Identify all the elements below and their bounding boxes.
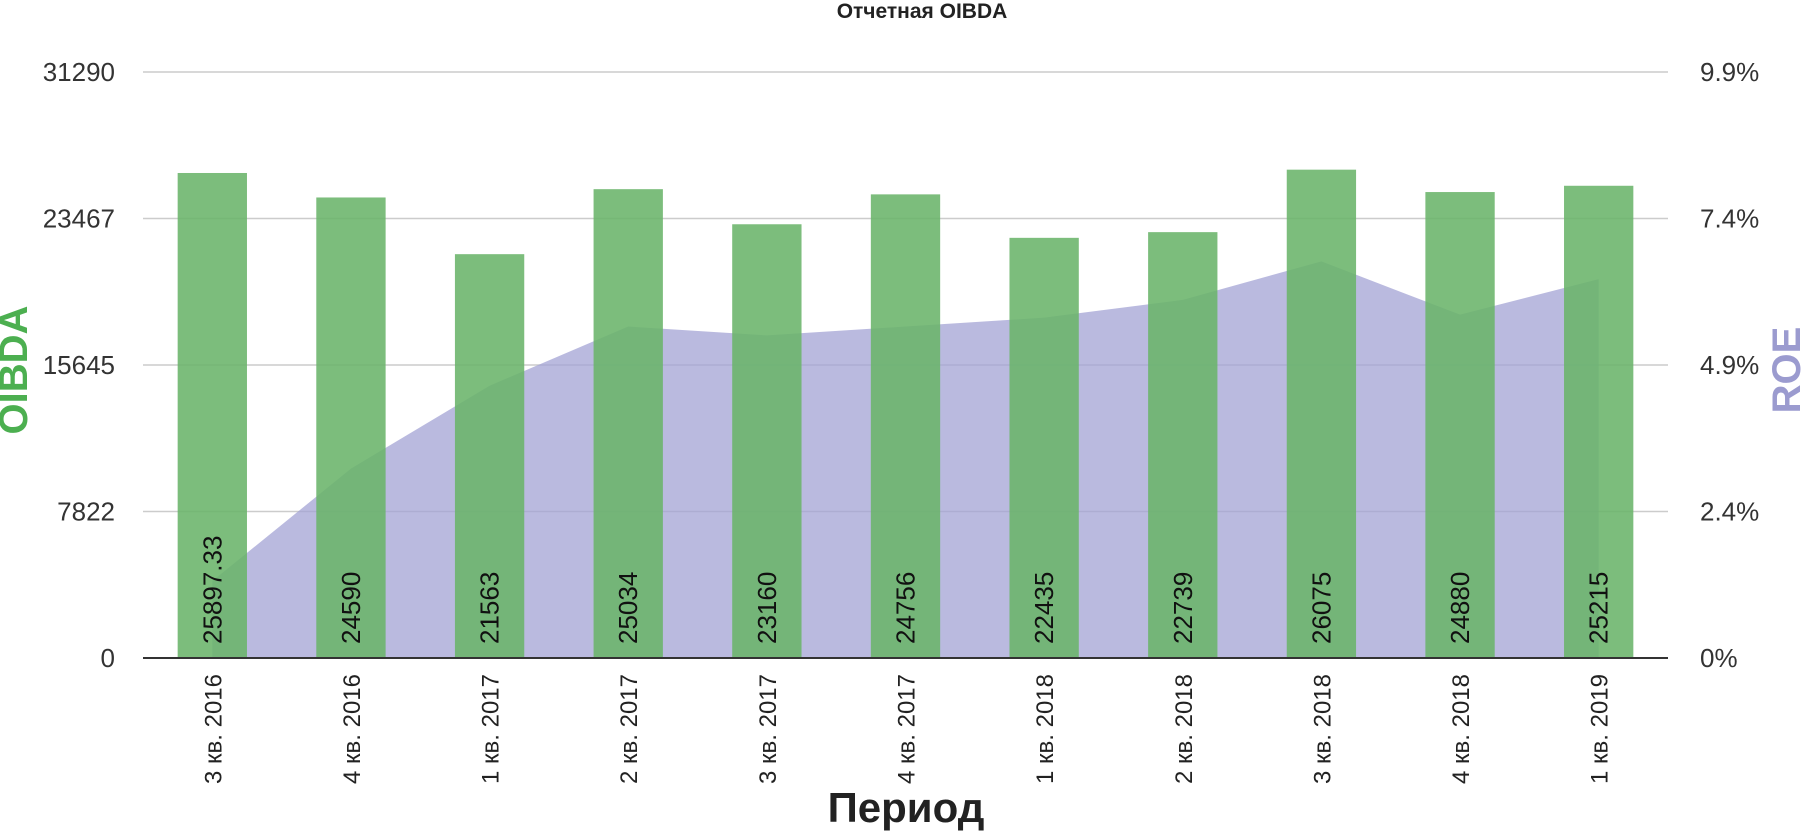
y-right-tick-label: 7.4% [1700,204,1759,234]
y-left-axis-label: OIBDA [0,306,36,435]
category-label: 3 кв. 2016 [200,674,227,784]
y-left-tick-label: 15645 [43,350,115,380]
category-label: 1 кв. 2019 [1587,674,1614,784]
y-right-ticks: 0% 2.4% 4.9% 7.4% 9.9% [1700,57,1759,673]
bar-value-label: 25034 [613,572,643,644]
y-right-axis-label: ROE [1765,327,1809,414]
y-left-tick-label: 31290 [43,57,115,87]
bar-labels-group: 25897.33 24590 21563 25034 23160 24756 22435 22… [197,536,1613,644]
bar-value-label: 21563 [475,572,505,644]
y-right-tick-label: 9.9% [1700,57,1759,87]
category-label: 3 кв. 2017 [755,674,782,784]
category-label: 1 кв. 2018 [1032,674,1059,784]
category-label: 4 кв. 2018 [1448,674,1475,784]
y-left-tick-label: 23467 [43,204,115,234]
bar-value-label: 22435 [1029,572,1059,644]
category-label: 4 кв. 2016 [339,674,366,784]
y-left-tick-label: 7822 [57,497,115,527]
category-label: 4 кв. 2017 [894,674,921,784]
bar-value-label: 24880 [1445,572,1475,644]
category-label: 1 кв. 2017 [478,674,505,784]
y-left-tick-label: 0 [101,643,115,673]
bar [177,172,247,658]
y-right-tick-label: 2.4% [1700,497,1759,527]
bar-value-label: 24756 [891,572,921,644]
y-left-ticks: 0 7822 15645 23467 31290 [43,57,115,673]
bar-value-label: 26075 [1306,572,1336,644]
bar [1148,232,1218,658]
bar-value-label: 24590 [336,572,366,644]
y-right-tick-label: 0% [1700,643,1738,673]
chart-title: Отчетная OIBDA [837,0,1008,23]
category-label: 2 кв. 2017 [616,674,643,784]
bar [1564,185,1634,658]
category-label: 3 кв. 2018 [1309,674,1336,784]
bars-group [177,169,1634,659]
bar [454,254,525,658]
bar [1286,169,1357,658]
y-right-tick-label: 4.9% [1700,350,1759,380]
bar [870,194,941,658]
bar [1425,192,1495,658]
bar [1009,237,1079,659]
bar-value-label: 22739 [1168,572,1198,644]
bar [732,224,802,659]
bar [316,197,386,658]
category-labels: 3 кв. 2016 4 кв. 2016 1 кв. 2017 2 кв. 2017… [200,674,1613,784]
bar-value-label: 25215 [1584,572,1614,644]
category-label: 2 кв. 2018 [1171,674,1198,784]
bar-value-label: 23160 [752,572,782,644]
x-axis-label: Период [828,784,985,831]
bar-value-label: 25897.33 [197,536,227,644]
bar [593,189,663,658]
